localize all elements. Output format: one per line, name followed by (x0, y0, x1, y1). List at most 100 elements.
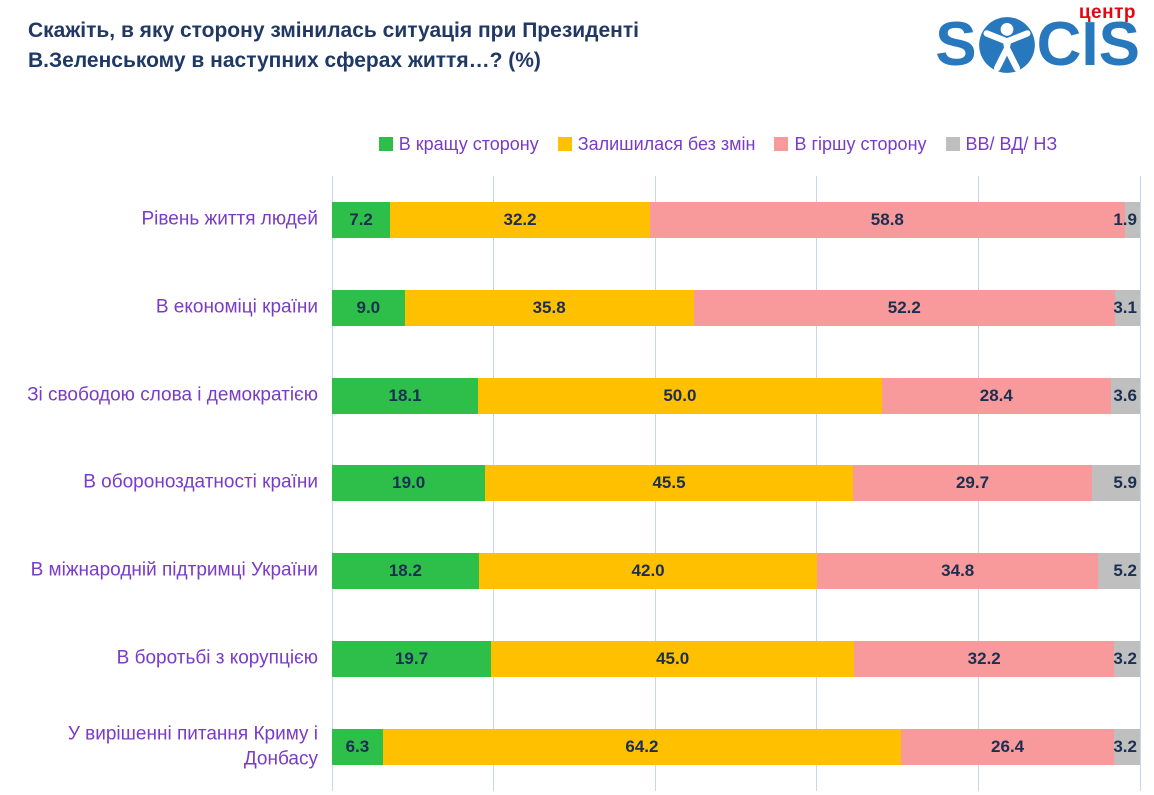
value-label: 35.8 (532, 297, 566, 317)
legend-swatch-icon (557, 137, 572, 151)
bar-segment: 7.2 (332, 201, 391, 238)
category-label: В боротьбі з корупцією (116, 647, 318, 669)
value-label: 3.2 (1113, 736, 1137, 756)
legend-label: В кращу сторону (398, 133, 539, 154)
value-label: 19.7 (394, 649, 429, 669)
chart-row: Зі свободою слова і демократією 18.1 50.0 2… (0, 352, 1154, 440)
legend-swatch-icon (378, 137, 393, 151)
value-label: 3.1 (1113, 297, 1137, 317)
bar-segment: 34.8 (817, 553, 1099, 590)
value-label: 3.6 (1113, 385, 1137, 405)
bar-segment: 42.0 (478, 553, 818, 590)
category-label: У вирішенні питання Криму і Донбасу (67, 723, 318, 769)
stacked-bar: 19.0 45.5 29.7 5.9 (332, 465, 1140, 502)
bar-segment: 3.6 (1110, 377, 1140, 414)
value-label: 64.2 (625, 736, 659, 756)
chart-legend: В кращу сторону Залишилася без змін В гірш… (288, 131, 1148, 157)
stacked-bar: 19.7 45.0 32.2 3.2 (332, 641, 1140, 678)
value-label: 58.8 (870, 209, 904, 229)
value-label: 19.0 (392, 473, 426, 493)
chart-row: У вирішенні питання Криму і Донбасу 6.3 64… (0, 703, 1154, 791)
value-label: 50.0 (663, 385, 697, 405)
legend-item: В гіршу сторону (774, 133, 927, 155)
value-label: 32.2 (503, 209, 537, 229)
value-label: 45.5 (652, 473, 686, 493)
value-label: 5.2 (1113, 561, 1137, 581)
bar-segment: 18.1 (332, 377, 479, 414)
bar-segment: 19.7 (332, 641, 492, 678)
chart-title: Скажіть, в яку сторону змінилась ситуаці… (28, 16, 639, 77)
value-label: 18.1 (388, 385, 422, 405)
legend-item: ВВ/ ВД/ НЗ (945, 133, 1058, 155)
bar-segment: 50.0 (478, 377, 882, 414)
value-label: 45.0 (656, 649, 690, 669)
bar-segment: 18.2 (332, 553, 479, 590)
bar-segment: 5.9 (1092, 465, 1140, 502)
chart-row: Рівень життя людей 7.2 32.2 58.8 1.9 (0, 176, 1154, 264)
bar-segment: 58.8 (650, 201, 1125, 238)
legend-label: В гіршу сторону (794, 133, 927, 154)
bar-segment: 32.2 (854, 641, 1115, 678)
bar-segment: 26.4 (901, 728, 1115, 765)
value-label: 9.0 (356, 297, 381, 317)
bar-segment: 3.1 (1113, 289, 1140, 326)
category-label: В обороноздатності країни (83, 472, 318, 494)
legend-item: В кращу сторону (378, 133, 539, 155)
logo-brand-prefix: S (935, 10, 977, 79)
chart-title-line1: Скажіть, в яку сторону змінилась ситуаці… (28, 19, 639, 42)
value-label: 6.3 (345, 736, 370, 756)
category-label: В економіці країни (155, 296, 318, 318)
legend-label: Залишилася без змін (577, 133, 756, 154)
category-label: Рівень життя людей (141, 208, 319, 230)
bar-segment: 6.3 (332, 728, 383, 765)
bar-segment: 3.2 (1113, 641, 1140, 678)
stacked-bar: 6.3 64.2 26.4 3.2 (332, 728, 1140, 765)
legend-swatch-icon (774, 137, 789, 151)
socis-logo: центр S CIS (935, 2, 1140, 76)
bar-segment: 19.0 (332, 465, 486, 502)
person-in-circle-icon (978, 17, 1035, 73)
value-label: 32.2 (967, 649, 1001, 669)
category-label: Зі свободою слова і демократією (27, 384, 318, 406)
value-label: 28.4 (979, 385, 1013, 405)
stacked-bar: 18.1 50.0 28.4 3.6 (332, 377, 1140, 414)
stacked-bar: 18.2 42.0 34.8 5.2 (332, 553, 1140, 590)
bar-segment: 5.2 (1098, 553, 1140, 590)
bar-segment: 52.2 (693, 289, 1115, 326)
bar-segment: 45.5 (485, 465, 853, 502)
value-label: 3.2 (1113, 649, 1137, 669)
stacked-bar: 9.0 35.8 52.2 3.1 (332, 289, 1140, 326)
chart-row: В економіці країни 9.0 35.8 52.2 3.1 (0, 264, 1154, 352)
gridline (1139, 176, 1141, 791)
category-label: В міжнародній підтримці України (30, 559, 318, 581)
chart-row: В міжнародній підтримці України 18.2 42.0 3… (0, 527, 1154, 615)
bar-segment: 29.7 (852, 465, 1093, 502)
value-label: 26.4 (991, 736, 1025, 756)
bar-segment: 1.9 (1113, 201, 1140, 238)
chart-row: В обороноздатності країни 19.0 45.5 29.7 5.9 (0, 440, 1154, 528)
bar-segment: 64.2 (382, 728, 902, 765)
bar-segment: 9.0 (332, 289, 405, 326)
legend-label: ВВ/ ВД/ НЗ (965, 133, 1058, 154)
logo-brand-text: S CIS (935, 14, 1140, 76)
value-label: 7.2 (349, 209, 373, 229)
chart-row: В боротьбі з корупцією 19.7 45.0 32.2 3.2 (0, 615, 1154, 703)
value-label: 34.8 (941, 561, 975, 581)
logo-center-label: центр (1078, 2, 1136, 23)
stacked-bar-chart: Рівень життя людей 7.2 32.2 58.8 1.9 В економ… (0, 176, 1154, 791)
bar-segment: 32.2 (390, 201, 651, 238)
value-label: 29.7 (955, 473, 990, 493)
bar-segment: 28.4 (881, 377, 1111, 414)
legend-swatch-icon (945, 137, 960, 151)
bar-segment: 45.0 (491, 641, 855, 678)
value-label: 1.9 (1113, 209, 1137, 229)
bar-segment: 35.8 (404, 289, 694, 326)
value-label: 52.2 (887, 297, 921, 317)
stacked-bar: 7.2 32.2 58.8 1.9 (332, 201, 1140, 238)
value-label: 18.2 (388, 561, 422, 581)
logo-brand-suffix: CIS (1036, 10, 1140, 79)
bar-segment: 3.2 (1113, 728, 1140, 765)
legend-item: Залишилася без змін (557, 133, 756, 155)
chart-rows: Рівень життя людей 7.2 32.2 58.8 1.9 В економ… (0, 176, 1154, 791)
value-label: 5.9 (1113, 473, 1137, 493)
